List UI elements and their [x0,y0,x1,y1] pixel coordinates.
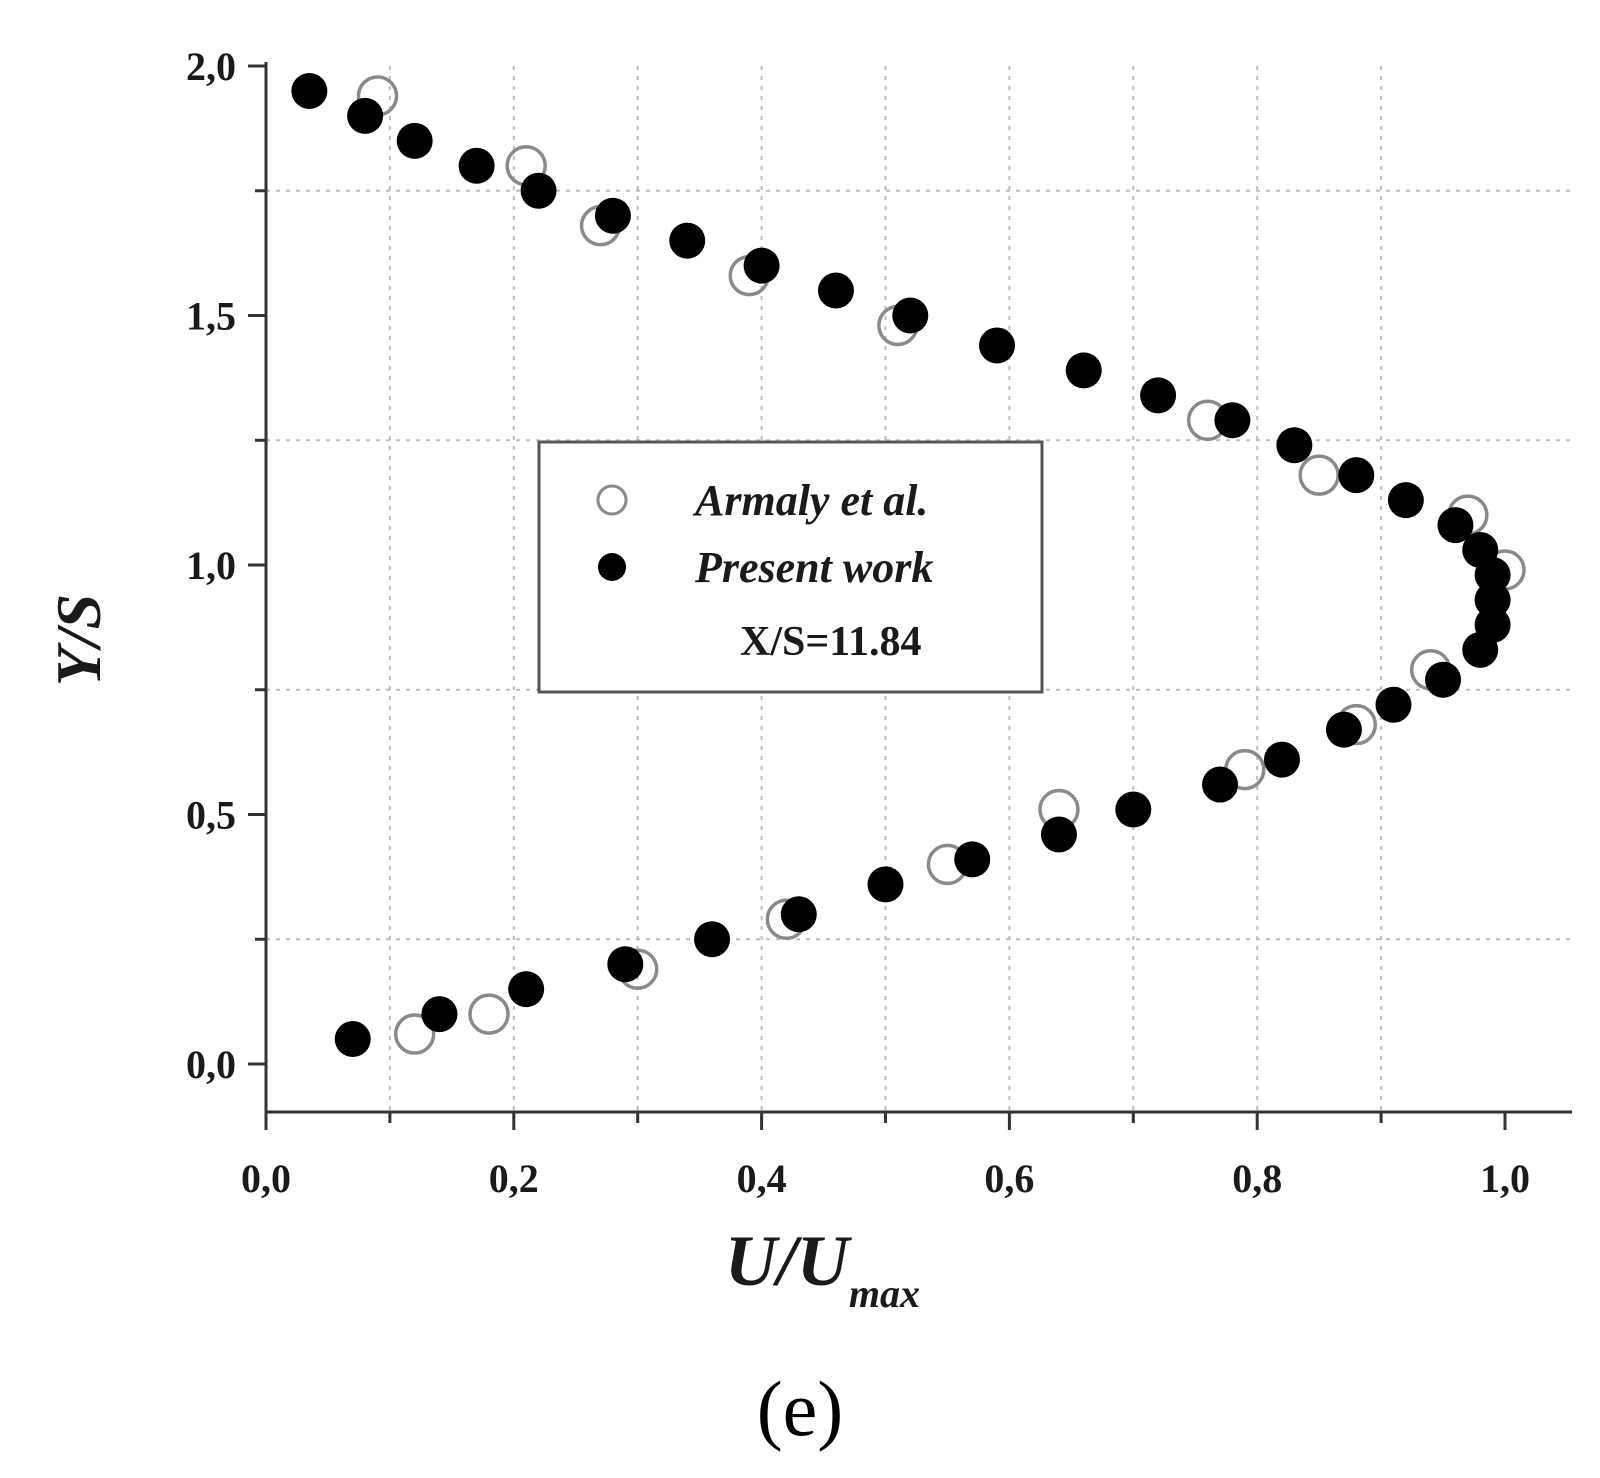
y-tick-label: 1,0 [186,543,236,588]
data-point-present-work [1263,741,1300,778]
data-point-present-work [334,1021,371,1058]
data-point-present-work [508,971,545,1008]
data-point-present-work [1202,766,1239,803]
y-tick-label: 2,0 [186,44,236,89]
legend-label-present-work: Present work [694,543,933,592]
data-point-present-work [669,222,706,259]
data-point-present-work [743,247,780,284]
x-axis-title-main: U/U [725,1221,853,1301]
data-point-present-work [421,996,458,1033]
data-point-present-work [1387,482,1424,519]
data-point-present-work [291,72,328,109]
data-point-present-work [1474,556,1511,593]
legend-annotation: X/S=11.84 [740,619,921,665]
data-point-present-work [867,866,904,903]
data-point-present-work [520,172,557,209]
data-point-armaly [468,993,510,1035]
y-tick-label: 0,5 [186,793,236,838]
data-point-present-work [1065,352,1102,389]
x-tick-label: 0,6 [984,1156,1034,1201]
axes [248,62,1572,1130]
data-point-present-work [458,147,495,184]
data-point-present-work [1338,457,1375,494]
data-point-armaly [1298,454,1340,496]
y-axis-title: Y/S [43,594,114,686]
data-point-present-work [594,197,631,234]
x-axis-title-subscript: max [849,1271,920,1316]
x-tick-label: 0,2 [489,1156,539,1201]
data-point-present-work [694,921,731,958]
data-point-present-work [979,327,1016,364]
data-point-present-work [1375,686,1412,723]
tick-labels: 0,0 0,2 0,4 0,6 0,8 1,0 0,0 0,5 1,0 1,5 2,0 [186,44,1530,1201]
data-point-present-work [1425,661,1462,698]
data-point-present-work [1040,816,1077,853]
legend-marker-present-work [598,553,626,581]
data-point-present-work [1140,377,1177,414]
x-tick-label: 0,8 [1232,1156,1282,1201]
data-point-present-work [1474,581,1511,618]
data-point-present-work [1325,711,1362,748]
legend-box: Armaly et al. Present work X/S=11.84 [537,440,1044,694]
x-axis-title: U/Umax [725,1221,920,1316]
data-point-present-work [1437,507,1474,544]
data-point-present-work [1276,427,1313,464]
data-point-present-work [1462,631,1499,668]
data-point-present-work [892,297,929,334]
data-point-present-work [817,272,854,309]
data-point-present-work [396,122,433,159]
y-tick-label: 1,5 [186,294,236,339]
data-point-present-work [954,841,991,878]
x-tick-label: 1,0 [1480,1156,1530,1201]
x-tick-label: 0,4 [737,1156,787,1201]
legend-label-armaly: Armaly et al. [692,476,928,525]
data-point-present-work [1115,791,1152,828]
legend-marker-armaly [596,484,628,516]
data-point-present-work [607,946,644,983]
data-points [291,72,1526,1058]
figure-caption: (e) [757,1365,844,1452]
data-point-present-work [780,896,817,933]
data-point-present-work [1214,402,1251,439]
data-point-armaly [393,1013,436,1055]
x-tick-label: 0,0 [241,1156,291,1201]
data-point-present-work [347,97,384,134]
y-tick-label: 0,0 [186,1042,236,1087]
